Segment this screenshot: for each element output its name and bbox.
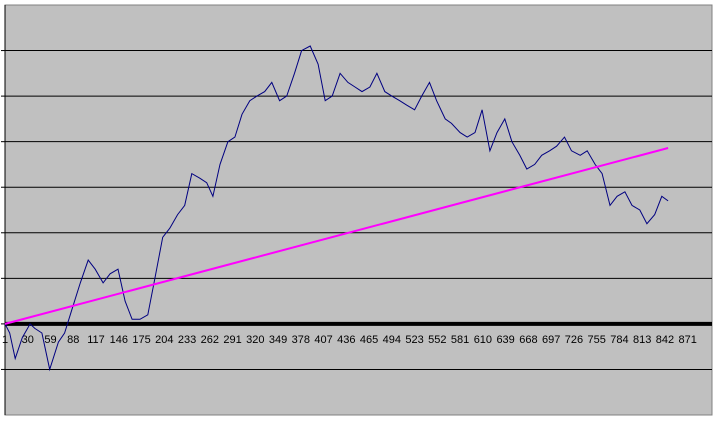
- x-tick-label: 117: [87, 334, 105, 346]
- x-tick-label: 88: [67, 334, 79, 346]
- x-tick-label: 552: [428, 334, 446, 346]
- x-tick-label: 465: [360, 334, 378, 346]
- x-tick-label: 581: [451, 334, 469, 346]
- x-tick-label: 146: [110, 334, 128, 346]
- x-tick-label: 668: [519, 334, 537, 346]
- x-tick-label: 639: [496, 334, 514, 346]
- x-tick-label: 175: [132, 334, 150, 346]
- data-line: [4, 147, 669, 325]
- x-tick-label: 378: [292, 334, 310, 346]
- x-tick-label: 494: [383, 334, 401, 346]
- x-tick-label: 262: [201, 334, 219, 346]
- x-tick-label: 1: [2, 334, 8, 346]
- x-tick-label: 291: [223, 334, 241, 346]
- x-tick-label: 726: [565, 334, 583, 346]
- x-tick-label: 233: [178, 334, 196, 346]
- x-tick-label: 813: [633, 334, 651, 346]
- x-tick-label: 871: [678, 334, 696, 346]
- x-tick-label: 204: [155, 334, 173, 346]
- plot-area: [4, 4, 713, 416]
- x-tick-label: 407: [314, 334, 332, 346]
- x-tick-label: 610: [474, 334, 492, 346]
- x-tick-label: 784: [610, 334, 628, 346]
- x-tick-label: 349: [269, 334, 287, 346]
- x-tick-label: 59: [44, 334, 56, 346]
- x-tick-label: 30: [22, 334, 34, 346]
- x-tick-label: 697: [542, 334, 560, 346]
- data-line: [4, 45, 669, 372]
- x-tick-label: 523: [405, 334, 423, 346]
- x-tick-label: 755: [587, 334, 605, 346]
- x-tick-label: 842: [656, 334, 674, 346]
- x-tick-label: 436: [337, 334, 355, 346]
- x-tick-label: 320: [246, 334, 264, 346]
